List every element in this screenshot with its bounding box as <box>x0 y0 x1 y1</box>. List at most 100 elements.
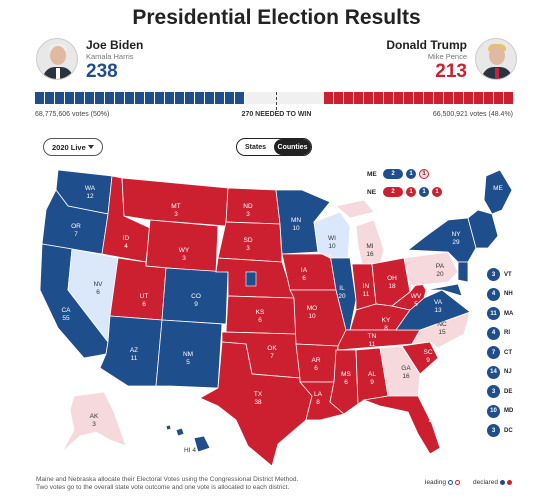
small-state-vt[interactable]: 3 VT <box>487 268 512 281</box>
state-hi[interactable] <box>165 424 211 453</box>
small-state-dc[interactable]: 3 DC <box>487 424 513 437</box>
state-ev-mn: 10 <box>292 225 300 232</box>
state-label-hi: HI 4 <box>184 447 196 454</box>
small-state-md[interactable]: 10 MD <box>487 404 513 418</box>
state-label-tn: TN <box>368 333 377 340</box>
legend-declared: declared <box>473 479 512 486</box>
needed-to-win-label: 270 NEEDED TO WIN <box>241 111 312 118</box>
state-ev-mi: 16 <box>366 251 374 258</box>
state-mi-upper <box>335 199 375 219</box>
state-nj[interactable] <box>457 261 469 283</box>
state-nm[interactable] <box>155 319 223 389</box>
state-label-va: VA <box>434 299 443 306</box>
state-mt[interactable] <box>121 177 229 227</box>
small-state-de[interactable]: 3 DE <box>487 385 512 398</box>
tab-states[interactable]: States <box>244 143 266 151</box>
rep-bar-segment <box>324 92 513 104</box>
state-ev-fl: 29 <box>428 417 436 424</box>
state-label-tx: TX <box>254 391 263 398</box>
state-label-or: OR <box>71 223 81 230</box>
small-state-nh[interactable]: 4 NH <box>487 287 513 301</box>
state-label-id: ID <box>123 235 130 242</box>
state-ev-in: 11 <box>363 291 370 298</box>
tab-counties[interactable]: Counties <box>274 139 311 155</box>
trump-name: Donald Trump <box>386 38 467 52</box>
state-ev-oh: 18 <box>388 283 396 290</box>
declared-rep-dot <box>506 480 512 485</box>
state-me[interactable] <box>483 169 513 215</box>
undecided-bar-segment <box>245 92 324 104</box>
state-label-ut: UT <box>140 293 149 300</box>
small-state-code-dc: DC <box>504 427 513 434</box>
chevron-down-icon <box>88 145 94 149</box>
state-label-ar: AR <box>311 357 320 364</box>
state-new-england[interactable] <box>467 209 499 249</box>
state-tx[interactable] <box>199 341 313 467</box>
state-ut[interactable] <box>109 257 167 321</box>
biden-popular-vote: 68,775,606 votes (50%) <box>35 111 110 118</box>
district-row-ne: NE 2 1 1 1 <box>367 187 445 197</box>
state-ev-va: 13 <box>434 307 442 314</box>
footnote-line-1: Maine and Nebraska allocate their Electo… <box>36 476 299 483</box>
electoral-vote-bar <box>35 92 513 104</box>
declared-dem-dot <box>499 480 505 485</box>
district-row-me: ME 2 1 1 <box>367 169 432 179</box>
small-state-code-nh: NH <box>504 291 513 297</box>
small-state-ma[interactable]: 11 MA <box>487 307 513 320</box>
leading-dem-dot <box>447 480 453 485</box>
state-label-al: AL <box>368 371 376 378</box>
district-ne-3: 1 <box>432 187 442 197</box>
state-wy[interactable] <box>145 219 219 273</box>
state-ev-tx: 38 <box>254 399 262 406</box>
biden-running-mate: Kamala Harris <box>86 52 134 61</box>
state-label-sc: SC <box>423 349 432 356</box>
small-state-ev-vt: 3 <box>487 268 500 281</box>
small-state-ri[interactable]: 4 RI <box>487 326 510 340</box>
district-me-2: 1 <box>419 169 429 179</box>
dem-bar-segment <box>35 92 245 104</box>
small-state-code-ri: RI <box>504 330 510 336</box>
district-me-1: 1 <box>406 169 416 179</box>
state-label-me: ME <box>493 185 503 192</box>
year-dropdown[interactable]: 2020 Live <box>43 138 103 156</box>
state-ev-wv: 5 <box>414 301 418 308</box>
state-ia[interactable] <box>281 253 337 291</box>
small-state-code-de: DE <box>504 388 513 395</box>
state-pa[interactable] <box>403 251 459 287</box>
state-co[interactable] <box>161 267 229 325</box>
small-state-ct[interactable]: 7 CT <box>487 346 512 359</box>
state-fl[interactable] <box>362 395 441 455</box>
state-md[interactable] <box>425 283 463 297</box>
state-ev-ms: 6 <box>344 379 348 386</box>
small-state-ev-md: 10 <box>487 404 500 418</box>
small-state-nj[interactable]: 14 NJ <box>487 365 512 379</box>
small-state-code-ct: CT <box>504 349 512 356</box>
state-label-ks: KS <box>256 309 265 316</box>
state-ev-ia: 6 <box>302 275 306 282</box>
state-nd[interactable] <box>225 187 281 225</box>
state-ev-al: 9 <box>370 379 374 386</box>
small-state-ev-nh: 4 <box>487 287 500 301</box>
state-ev-ok: 7 <box>270 353 274 360</box>
state-ak[interactable] <box>61 391 127 453</box>
biden-panel: Joe Biden Kamala Harris 238 <box>36 38 151 82</box>
state-ev-wi: 10 <box>328 243 336 250</box>
legend-leading-label: leading <box>425 479 446 486</box>
state-ev-sd: 3 <box>246 245 250 252</box>
district-me-total: 2 <box>383 169 403 179</box>
small-state-ev-de: 3 <box>487 385 500 398</box>
view-toggle[interactable]: States Counties <box>236 138 312 156</box>
state-label-mt: MT <box>171 203 180 210</box>
page-title: Presidential Election Results <box>132 6 421 29</box>
small-state-ev-nj: 14 <box>487 365 500 379</box>
district-ne-label: NE <box>367 188 377 196</box>
state-label-il: IL <box>339 285 345 292</box>
state-ev-az: 11 <box>131 355 138 362</box>
state-ev-ca: 55 <box>62 315 70 322</box>
state-ev-il: 20 <box>338 293 346 300</box>
state-ev-nd: 3 <box>246 211 250 218</box>
state-label-wi: WI <box>328 235 336 242</box>
ne-district-markers <box>245 271 257 287</box>
state-ev-ga: 16 <box>402 373 410 380</box>
